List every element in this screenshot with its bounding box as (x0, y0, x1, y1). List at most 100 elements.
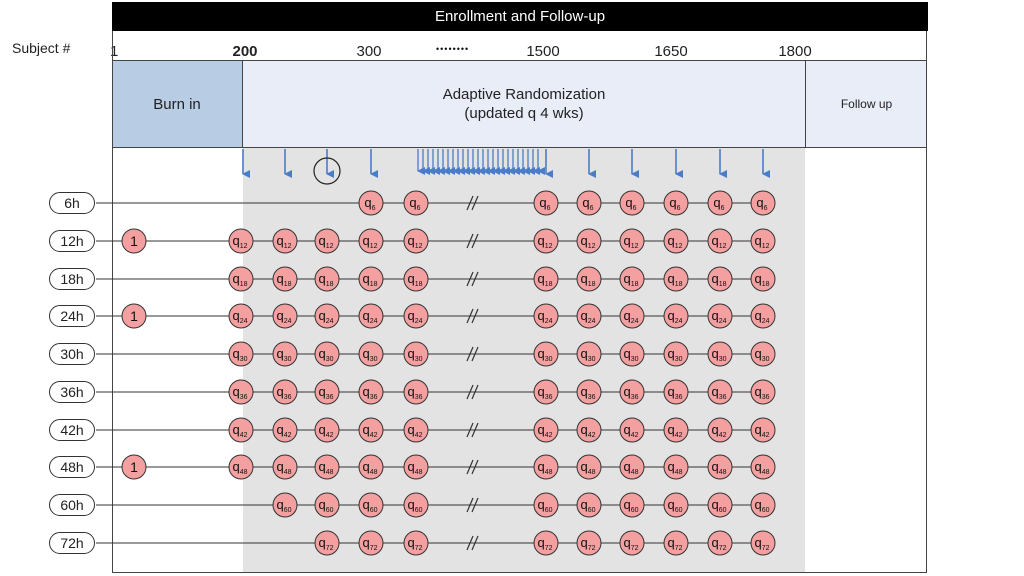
q-node-36 (663, 379, 689, 405)
q-node-42 (228, 417, 254, 443)
q-node-24 (358, 303, 384, 329)
q-node-60 (576, 492, 602, 518)
q-node-18 (358, 266, 384, 292)
q-node-6 (533, 190, 559, 216)
q-node-label: q24 (318, 308, 333, 325)
q-node-label: q48 (276, 459, 291, 476)
q-node-label: q30 (667, 346, 682, 363)
q-node-label: q42 (407, 422, 422, 439)
q-node-36 (750, 379, 776, 405)
q-node-60 (663, 492, 689, 518)
q-node-18 (750, 266, 776, 292)
q-node-label: q18 (754, 271, 769, 288)
q-node-label: q42 (754, 422, 769, 439)
q-node-label: q48 (667, 459, 682, 476)
q-node-30 (707, 341, 733, 367)
q-node-label: q24 (711, 308, 726, 325)
q-node-label: q42 (580, 422, 595, 439)
q-node-label: q18 (537, 271, 552, 288)
q-node-label: q12 (407, 233, 422, 250)
q-node-label: q42 (318, 422, 333, 439)
q-node-label: q18 (318, 271, 333, 288)
q-node-label: q72 (407, 535, 422, 552)
phase-adaptive-randomization: Adaptive Randomization (updated q 4 wks) (243, 61, 805, 147)
break-mark (471, 271, 479, 287)
q-node-60 (533, 492, 559, 518)
break-mark (471, 233, 479, 249)
subject-tick-1650: 1650 (654, 43, 688, 60)
q-node-42 (272, 417, 298, 443)
q-node-label: q48 (623, 459, 638, 476)
q-node-24 (314, 303, 340, 329)
q-node-24 (403, 303, 429, 329)
q-node-label: q72 (754, 535, 769, 552)
q-node-12 (576, 228, 602, 254)
q-node-label: q12 (537, 233, 552, 250)
break-mark (471, 497, 479, 513)
q-node-72 (707, 530, 733, 556)
q-node-label: q12 (318, 233, 333, 250)
q-node-60 (750, 492, 776, 518)
q-node-72 (576, 530, 602, 556)
q-node-label: q18 (711, 271, 726, 288)
q-node-label: q18 (580, 271, 595, 288)
q-node-12 (663, 228, 689, 254)
q-node-30 (272, 341, 298, 367)
q-node-label: q6 (669, 195, 680, 212)
q-node-label: q24 (276, 308, 291, 325)
q-node-48 (619, 454, 645, 480)
q-node-label: q36 (407, 384, 422, 401)
q-node-18 (619, 266, 645, 292)
subject-tick-1: 1 (110, 43, 119, 60)
burnin-node (121, 303, 147, 329)
q-node-36 (533, 379, 559, 405)
q-node-label: q30 (537, 346, 552, 363)
q-node-label: q48 (580, 459, 595, 476)
q-node-60 (403, 492, 429, 518)
q-node-60 (707, 492, 733, 518)
subject-axis-label: Subject # (12, 40, 71, 56)
break-mark (466, 422, 474, 438)
q-node-label: q60 (623, 497, 638, 514)
burnin-node (121, 228, 147, 254)
row-label-12h: 12h (49, 230, 95, 252)
q-node-42 (576, 417, 602, 443)
q-node-48 (403, 454, 429, 480)
q-node-30 (576, 341, 602, 367)
q-node-label: q60 (754, 497, 769, 514)
q-node-label: q12 (232, 233, 247, 250)
q-node-72 (358, 530, 384, 556)
q-node-6 (663, 190, 689, 216)
row-label-18h: 18h (49, 268, 95, 290)
q-node-label: q6 (625, 195, 636, 212)
q-node-42 (314, 417, 340, 443)
q-node-72 (750, 530, 776, 556)
q-node-label: q12 (276, 233, 291, 250)
q-node-48 (533, 454, 559, 480)
q-node-label: q24 (623, 308, 638, 325)
q-node-36 (707, 379, 733, 405)
subject-tick-1800: 1800 (778, 43, 812, 60)
break-mark (466, 497, 474, 513)
q-node-label: q24 (362, 308, 377, 325)
q-node-48 (707, 454, 733, 480)
phase-follow-up-label: Follow up (840, 97, 893, 111)
q-node-label: q30 (407, 346, 422, 363)
row-label-48h: 48h (49, 456, 95, 478)
q-node-label: q42 (623, 422, 638, 439)
subject-axis-ellipsis: •••••••• (436, 44, 470, 54)
q-node-label: q24 (537, 308, 552, 325)
q-node-label: q24 (667, 308, 682, 325)
q-node-label: q30 (318, 346, 333, 363)
q-node-label: q36 (537, 384, 552, 401)
q-node-label: q36 (623, 384, 638, 401)
q-node-42 (619, 417, 645, 443)
q-node-label: q12 (667, 233, 682, 250)
q-node-label: q48 (537, 459, 552, 476)
burnin-node-label: 1 (130, 308, 138, 324)
q-node-label: q60 (362, 497, 377, 514)
q-node-72 (403, 530, 429, 556)
row-label-72h: 72h (49, 532, 95, 554)
q-node-48 (663, 454, 689, 480)
break-mark (466, 233, 474, 249)
